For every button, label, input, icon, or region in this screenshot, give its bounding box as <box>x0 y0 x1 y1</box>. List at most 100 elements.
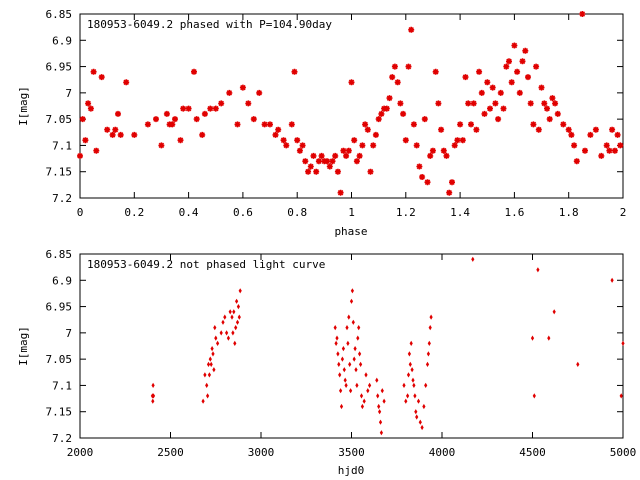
data-point <box>476 68 483 75</box>
data-point <box>426 351 430 357</box>
data-point <box>239 84 246 91</box>
y-tick-label: 7.2 <box>52 192 72 205</box>
data-point <box>288 121 295 128</box>
data-point <box>346 340 350 346</box>
data-point <box>98 74 105 81</box>
data-point <box>443 152 450 159</box>
data-point <box>231 330 235 336</box>
data-point <box>345 325 349 331</box>
data-point <box>592 126 599 133</box>
chart-title: 180953-6049.2 not phased light curve <box>87 258 325 271</box>
data-point <box>536 267 540 273</box>
data-point <box>375 377 379 383</box>
data-point <box>172 116 178 123</box>
data-point <box>315 158 322 165</box>
data-point <box>409 340 413 346</box>
data-point <box>400 110 407 117</box>
data-point <box>123 79 130 86</box>
tick-marks <box>79 13 624 199</box>
data-point <box>422 403 426 410</box>
data-point <box>359 142 366 149</box>
data-point <box>435 100 442 107</box>
data-point <box>420 424 424 431</box>
data-point <box>185 105 192 112</box>
data-point <box>413 393 417 399</box>
x-tick-label: 4000 <box>429 446 456 459</box>
x-tick-labels: 0 0.2 0.4 0.6 0.8 1 1.2 1.4 1.6 1.8 2 <box>77 206 627 219</box>
data-point <box>471 256 475 262</box>
y-tick-label: 6.85 <box>46 8 73 21</box>
data-point <box>389 74 396 81</box>
data-point <box>487 105 493 112</box>
data-point <box>305 168 312 175</box>
data-point <box>256 89 263 96</box>
data-point <box>77 152 83 159</box>
data-point <box>104 126 111 133</box>
data-point <box>378 419 383 425</box>
data-point <box>547 335 551 341</box>
data-point <box>402 137 409 144</box>
data-point <box>516 89 523 96</box>
data-point <box>193 116 200 123</box>
data-point <box>451 142 458 149</box>
y-tick-label: 6.9 <box>52 34 72 47</box>
data-point <box>438 126 445 133</box>
data-point <box>546 116 553 123</box>
data-point <box>406 393 410 399</box>
data-point <box>349 388 353 394</box>
data-point <box>342 367 346 373</box>
data-point <box>318 152 325 159</box>
data-point <box>500 105 507 112</box>
data-point <box>359 361 363 367</box>
y-tick-label: 7.2 <box>52 432 72 445</box>
x-tick-label: 1 <box>348 206 355 219</box>
data-point <box>362 398 366 404</box>
data-point <box>112 126 119 133</box>
data-point <box>348 79 355 86</box>
data-point <box>335 335 339 341</box>
data-point <box>326 163 333 170</box>
x-axis-label: hjd0 <box>338 464 365 477</box>
data-point <box>261 121 268 128</box>
data-point <box>610 277 614 283</box>
y-tick-label: 6.95 <box>46 61 73 74</box>
data-point <box>117 131 124 138</box>
data-point <box>90 68 97 75</box>
unphased-light-curve-panel: 6.85 6.9 6.95 7 7.05 7.1 7.15 7.2 2000 2500 3000 3… <box>17 248 636 477</box>
data-point <box>169 121 176 128</box>
x-tick-label: 0 <box>77 206 84 219</box>
data-point <box>568 131 575 138</box>
data-point <box>416 163 423 170</box>
data-point <box>408 361 412 367</box>
data-point <box>353 346 357 352</box>
data-point <box>576 361 580 367</box>
plot-frame <box>79 13 624 199</box>
data-point <box>404 398 408 404</box>
x-tick-label: 2500 <box>157 446 184 459</box>
data-point <box>424 382 428 388</box>
data-point <box>410 367 414 373</box>
data-point <box>232 309 236 315</box>
data-point <box>446 189 453 196</box>
data-point <box>532 393 536 399</box>
data-point <box>468 121 474 128</box>
data-point <box>210 346 214 352</box>
x-tick-label: 0.2 <box>124 206 144 219</box>
data-point <box>206 393 210 399</box>
x-axis-label: phase <box>334 225 367 238</box>
data-point <box>206 361 211 367</box>
data-point <box>541 100 548 107</box>
x-tick-label: 1.8 <box>559 206 579 219</box>
data-point <box>235 298 239 304</box>
data-point <box>372 131 379 138</box>
data-point <box>344 382 348 388</box>
y-tick-label: 6.95 <box>46 301 73 314</box>
data-point <box>180 105 187 112</box>
x-tick-labels: 2000 2500 3000 3500 4000 4500 5000 <box>67 446 637 459</box>
data-point <box>340 356 344 362</box>
data-point <box>207 105 214 112</box>
data-point <box>368 382 372 388</box>
data-point <box>367 168 374 175</box>
data-point <box>333 325 337 331</box>
